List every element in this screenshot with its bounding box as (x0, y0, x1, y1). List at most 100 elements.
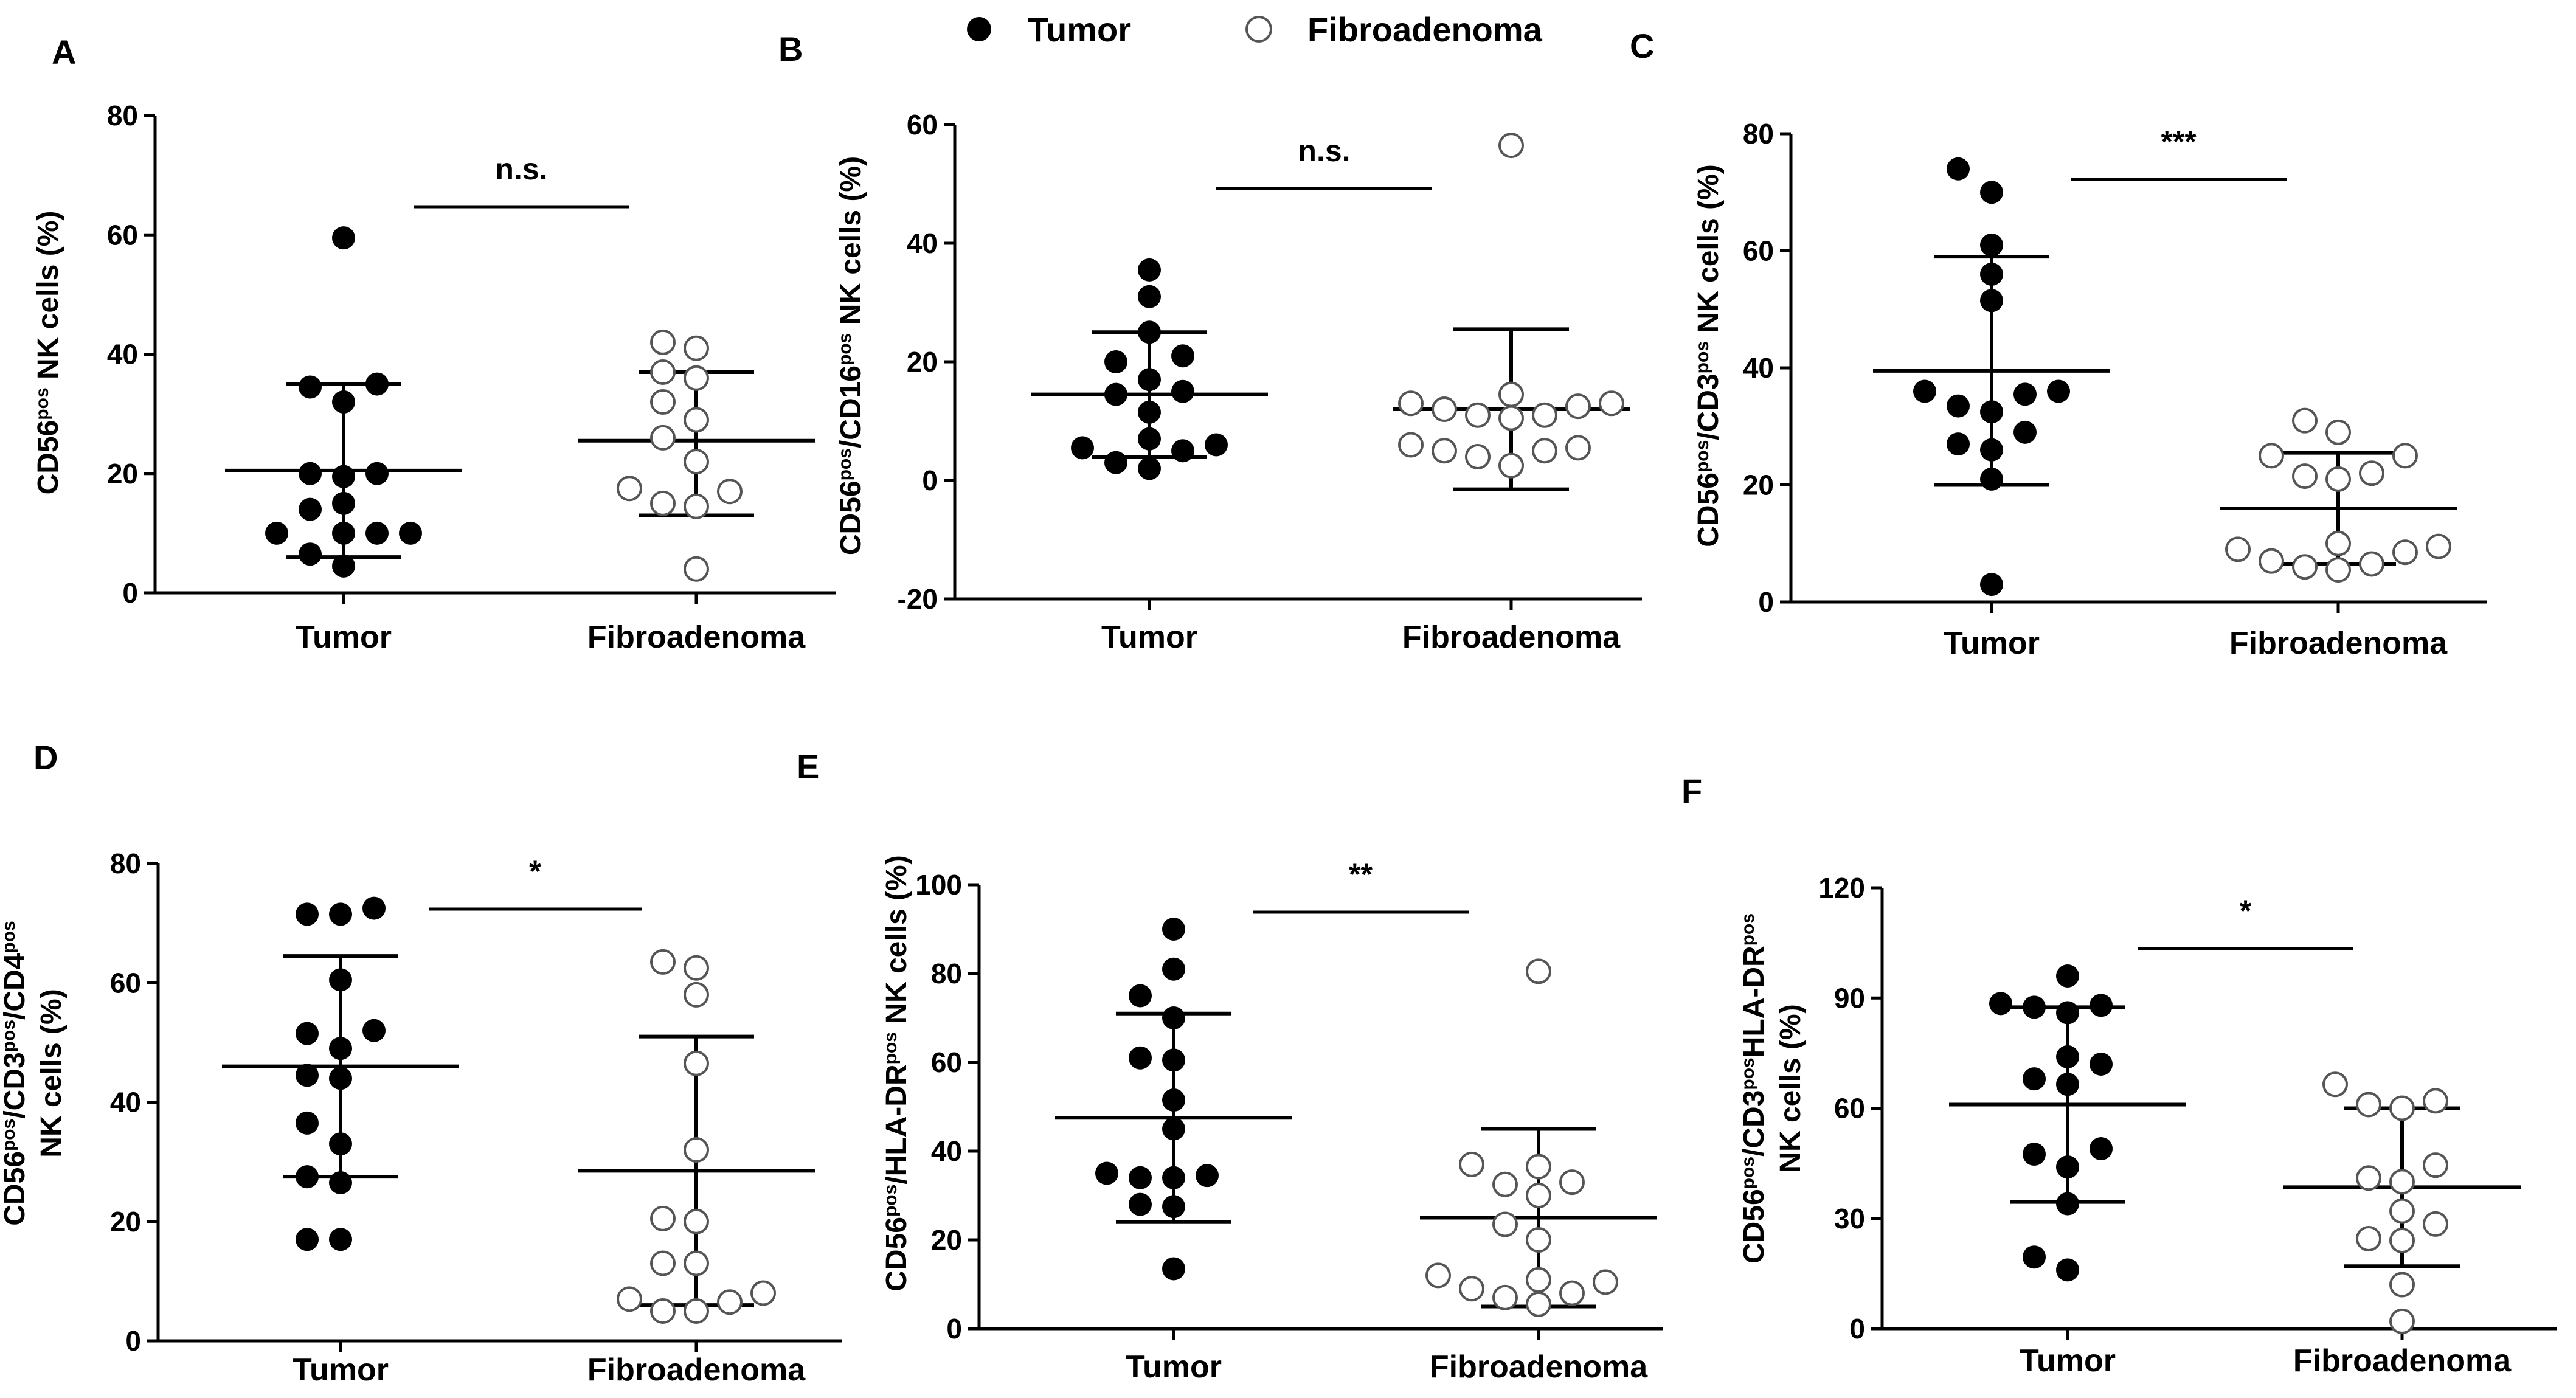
panel-e: E 0 20 40 60 80 100 Tumor Fibroadenoma CD56pos/HL… (797, 747, 1663, 1385)
data-point (1465, 444, 1491, 469)
y-tick-label: 80 (1743, 118, 1774, 150)
data-point (650, 389, 676, 415)
data-point (1129, 984, 1152, 1008)
data-point (1565, 393, 1591, 420)
y-tick-label: 40 (110, 1087, 141, 1118)
x-category-label: Tumor (296, 620, 392, 655)
y-tick-label: 80 (931, 958, 962, 989)
panel-letter: E (797, 747, 819, 786)
data-point (1980, 263, 2003, 286)
data-point (299, 497, 322, 521)
data-point (2325, 419, 2351, 445)
data-point (332, 554, 355, 578)
data-point (1980, 573, 2003, 597)
y-tick-label: 20 (1743, 469, 1774, 501)
data-point (750, 1280, 776, 1306)
data-point (2013, 382, 2037, 406)
data-point (650, 490, 676, 516)
series-fibroadenoma (2283, 1071, 2521, 1334)
data-point (1104, 382, 1127, 406)
y-axis-label: CD56pos NK cells (%) (32, 211, 65, 495)
data-point (684, 365, 709, 391)
panel-b: B -20 0 20 40 60 Tumor Fibroadenoma CD56pos/CD16… (778, 30, 1642, 655)
y-tick-label: 60 (931, 1047, 962, 1078)
data-point (1162, 1117, 1185, 1141)
data-point (1980, 233, 2003, 257)
y-tick-label: 0 (922, 465, 938, 496)
y-tick-label: 40 (1743, 352, 1774, 384)
y-tick-label: 60 (1743, 235, 1774, 267)
x-category-label: Tumor (1101, 620, 1197, 655)
data-point (617, 1286, 642, 1312)
data-point (684, 1250, 709, 1276)
series-fibroadenoma (578, 329, 815, 582)
y-tick-label: 120 (1818, 872, 1865, 904)
data-point (2225, 536, 2251, 562)
series-fibroadenoma (2220, 407, 2457, 583)
y-tick-label: 80 (107, 100, 138, 131)
y-tick-label: 100 (915, 869, 962, 901)
data-point (1138, 457, 1161, 480)
data-point (2359, 460, 2384, 486)
panel-letter: F (1681, 772, 1702, 810)
panel-letter: D (33, 738, 58, 777)
data-point (1196, 1164, 1219, 1188)
data-point (684, 556, 709, 582)
data-point (2056, 1258, 2079, 1282)
data-point (2292, 463, 2318, 490)
data-point (1129, 1166, 1152, 1189)
data-point (2325, 466, 2351, 492)
data-point (1913, 379, 1936, 403)
panel-letter: C (1630, 27, 1654, 65)
data-point (1532, 402, 1557, 428)
data-point (2090, 994, 2113, 1017)
data-point (684, 1298, 709, 1324)
data-point (332, 465, 355, 488)
data-point (1492, 1284, 1518, 1310)
data-point (2389, 1308, 2415, 1334)
data-point (2023, 1245, 2046, 1269)
y-tick-label: 80 (110, 848, 141, 879)
y-tick-label: 40 (907, 227, 938, 259)
data-point (1138, 427, 1161, 451)
data-point (1432, 438, 1457, 464)
y-tick-label: -20 (898, 583, 938, 615)
data-point (2090, 1137, 2113, 1160)
data-point (2023, 1067, 2046, 1091)
series-tumor (1031, 258, 1268, 480)
data-point (1465, 402, 1491, 428)
data-point (1095, 1161, 1118, 1185)
x-category-label: Fibroadenoma (2293, 1343, 2512, 1379)
data-point (2090, 1053, 2113, 1076)
data-point (1599, 390, 1624, 417)
data-point (2056, 1073, 2079, 1096)
data-point (1398, 390, 1424, 417)
series-tumor (1873, 157, 2110, 597)
data-point (1171, 379, 1194, 403)
legend-label: Tumor (1028, 10, 1131, 49)
data-point (296, 1022, 319, 1045)
data-point (1162, 1257, 1185, 1281)
data-point (332, 390, 355, 414)
data-point (1104, 451, 1127, 474)
y-axis-label-line: CD56pos/CD3pos/CD4pos (0, 921, 31, 1225)
data-point (650, 424, 676, 451)
data-point (2423, 1088, 2448, 1114)
data-point (1162, 1166, 1185, 1189)
y-tick-label: 20 (107, 458, 138, 490)
data-point (1532, 438, 1557, 464)
data-point (650, 1205, 676, 1231)
data-point (1138, 368, 1161, 392)
data-point (1492, 1211, 1518, 1237)
data-point (1559, 1280, 1585, 1306)
data-point (1162, 1048, 1185, 1072)
series-fibroadenoma (1420, 958, 1657, 1317)
y-tick-label: 60 (107, 219, 138, 251)
data-point (617, 476, 642, 502)
significance-label: n.s. (495, 152, 547, 186)
y-tick-label: 20 (931, 1224, 962, 1256)
data-point (1980, 467, 2003, 491)
data-point (332, 491, 355, 515)
x-category-label: Tumor (2020, 1343, 2116, 1379)
data-point (329, 968, 352, 992)
